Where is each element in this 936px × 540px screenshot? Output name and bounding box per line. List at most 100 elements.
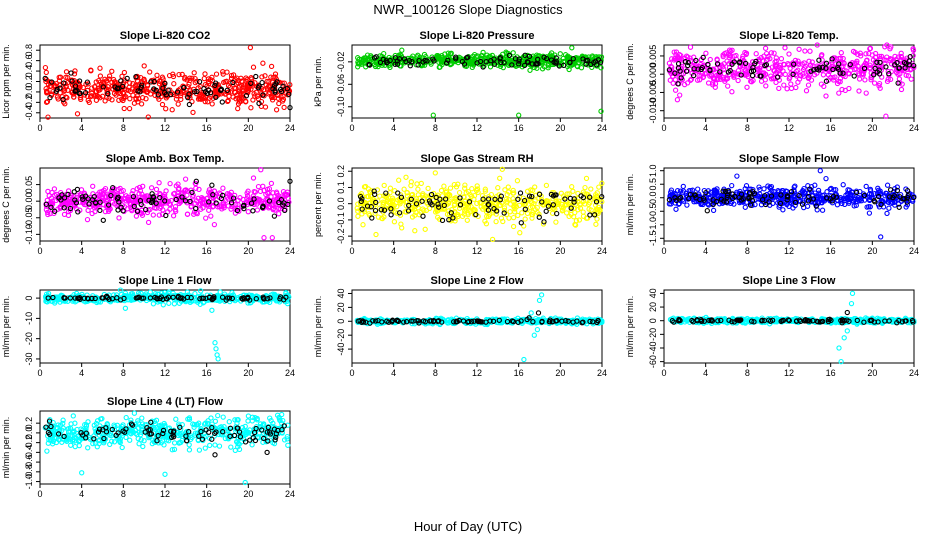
data-point [680, 183, 686, 190]
y-tick-label: 0.4 [24, 65, 34, 78]
data-point [260, 183, 266, 189]
data-point [219, 99, 225, 105]
y-axis-label: percent per min. [313, 172, 323, 237]
data-point [580, 54, 586, 60]
outlier-point [817, 168, 823, 174]
data-points [666, 42, 917, 119]
data-point [574, 63, 580, 69]
data-point [670, 80, 676, 86]
data-point [268, 180, 275, 187]
data-point [704, 208, 710, 214]
data-point [243, 93, 250, 99]
x-tick-label: 12 [472, 368, 482, 378]
x-tick-label: 12 [472, 246, 482, 256]
data-point [102, 98, 108, 104]
data-point [69, 78, 75, 84]
x-tick-label: 24 [285, 368, 295, 378]
data-point [421, 51, 428, 58]
series-black-points [42, 70, 293, 111]
data-point [399, 47, 405, 53]
data-point [744, 72, 750, 78]
data-point [788, 81, 794, 87]
data-point [100, 217, 106, 223]
y-tick-label: 0.0 [336, 197, 346, 210]
outlier-point [432, 170, 438, 176]
data-point [543, 208, 549, 214]
outlier-point [250, 175, 257, 181]
x-tick-label: 0 [37, 246, 42, 256]
data-point [396, 177, 402, 183]
y-tick-label: -30 [24, 352, 34, 365]
data-point [876, 83, 882, 89]
panel-4: Slope Amb. Box Temp.degrees C per min.0 4… [1, 153, 295, 256]
data-point [793, 71, 799, 78]
data-point [910, 52, 916, 59]
data-point [748, 68, 755, 75]
data-point [685, 62, 691, 69]
data-point [703, 50, 709, 56]
data-point [447, 185, 454, 191]
data-point [372, 207, 379, 214]
x-tick-label: 24 [285, 246, 295, 256]
data-point [138, 84, 144, 90]
data-point [694, 77, 701, 83]
data-point [735, 77, 741, 84]
data-point [445, 57, 451, 63]
x-tick-label: 12 [160, 368, 170, 378]
data-point [673, 49, 680, 55]
outlier-point [538, 292, 545, 298]
data-point [80, 84, 86, 91]
data-point [259, 74, 265, 80]
data-point [739, 55, 746, 62]
data-point [907, 67, 914, 73]
data-point [483, 59, 489, 65]
data-point [208, 213, 214, 219]
data-point [262, 73, 268, 79]
data-point [874, 59, 880, 65]
data-point [474, 60, 480, 66]
data-point [840, 182, 846, 188]
y-tick-label: 1.0 [648, 164, 658, 177]
data-point [254, 93, 261, 99]
data-point [884, 182, 891, 188]
y-axis-label: kPa per min. [313, 56, 323, 107]
data-point [197, 96, 203, 102]
data-point [361, 55, 367, 61]
data-point [787, 74, 793, 80]
y-tick-label: -0.06 [336, 74, 346, 95]
data-point [439, 58, 445, 65]
panel-title: Slope Line 1 Flow [119, 275, 212, 287]
data-point [750, 77, 756, 84]
data-point [763, 83, 769, 89]
data-point [148, 185, 155, 191]
y-tick-label: 40 [336, 288, 346, 298]
data-point [839, 86, 845, 93]
data-point [820, 72, 827, 78]
data-point [687, 77, 694, 83]
data-point [469, 56, 475, 62]
data-point [721, 51, 728, 57]
outlier-point [883, 113, 889, 119]
data-point [580, 56, 586, 62]
data-point [814, 42, 820, 48]
data-point [251, 91, 257, 97]
data-point [842, 87, 848, 94]
data-point [139, 79, 145, 85]
data-point [124, 75, 130, 82]
data-point [910, 47, 917, 53]
data-point [729, 89, 735, 95]
data-point [248, 105, 254, 111]
data-point [121, 105, 127, 112]
data-point [401, 186, 407, 192]
y-tick-label: -10 [24, 312, 34, 325]
outlier-point [878, 234, 884, 240]
data-point [710, 207, 717, 214]
data-point [742, 204, 748, 210]
data-point [816, 65, 823, 71]
data-points [666, 168, 917, 240]
data-point [682, 59, 689, 65]
x-tick-label: 24 [597, 368, 607, 378]
